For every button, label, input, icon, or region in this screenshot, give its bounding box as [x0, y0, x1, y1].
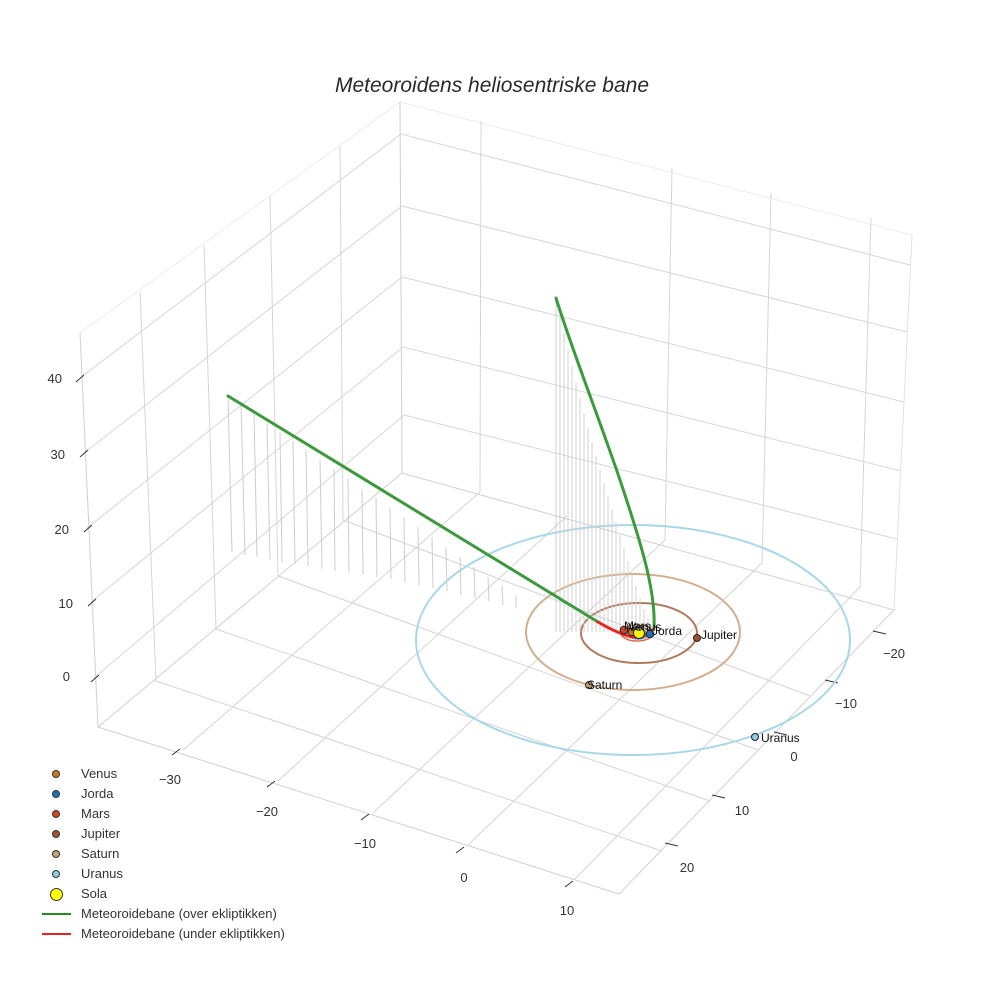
- venus-legend-icon: [52, 770, 60, 778]
- legend-item-trajectory-above[interactable]: Meteoroidebane (over ekliptikken): [36, 904, 285, 924]
- svg-text:0: 0: [790, 749, 797, 764]
- green-line-legend-icon: [42, 913, 71, 915]
- back-wall-right: [399, 101, 913, 611]
- z-axis-tick-labels: 0 10 20 30 40: [48, 371, 73, 684]
- saturn-legend-icon: [52, 850, 60, 858]
- drop-lines-segment-1: [227, 395, 517, 608]
- legend-item-uranus[interactable]: Uranus: [36, 864, 285, 884]
- earth-label: Jorda: [652, 624, 682, 638]
- trajectory-above-ecliptic-outgoing: [554, 296, 656, 630]
- jupiter-marker[interactable]: [693, 634, 701, 642]
- legend-item-sola[interactable]: Sola: [36, 884, 285, 904]
- orbits: [415, 524, 851, 756]
- uranus-label: Uranus: [761, 731, 800, 745]
- uranus-orbit: [415, 524, 851, 756]
- uranus-legend-icon: [52, 870, 60, 878]
- jupiter-label: Jupiter: [701, 628, 737, 642]
- svg-text:−30: −30: [159, 772, 181, 787]
- svg-text:40: 40: [48, 371, 62, 386]
- back-wall-left: [79, 101, 405, 728]
- legend-item-venus[interactable]: Venus: [36, 764, 285, 784]
- drop-lines-segment-2: [555, 298, 649, 632]
- sun-legend-icon: [50, 888, 63, 901]
- floor-grid: [96, 472, 895, 895]
- red-line-legend-icon: [42, 933, 71, 935]
- y-axis-tick-labels: 20 10 0 −10 −20: [680, 646, 905, 875]
- svg-text:−20: −20: [883, 646, 905, 661]
- jupiter-legend-icon: [52, 830, 60, 838]
- svg-text:30: 30: [51, 447, 65, 462]
- trajectory-above-ecliptic-incoming: [226, 394, 600, 624]
- svg-text:−20: −20: [256, 804, 278, 819]
- svg-text:10: 10: [735, 803, 749, 818]
- sun-marker[interactable]: [633, 627, 645, 639]
- svg-text:10: 10: [560, 903, 574, 918]
- svg-text:0: 0: [460, 870, 467, 885]
- mars-marker[interactable]: [619, 625, 629, 635]
- chart-title: Meteoroidens heliosentriske bane: [334, 74, 650, 97]
- mars-legend-icon: [52, 810, 60, 818]
- earth-legend-icon: [52, 790, 60, 798]
- svg-text:20: 20: [55, 522, 69, 537]
- x-axis-tick-labels: −30 −20 −10 0 10: [159, 772, 574, 918]
- legend-item-jupiter[interactable]: Jupiter: [36, 824, 285, 844]
- legend-item-trajectory-below[interactable]: Meteoroidebane (under ekliptikken): [36, 924, 285, 944]
- legend-item-jorda[interactable]: Jorda: [36, 784, 285, 804]
- svg-text:10: 10: [59, 596, 73, 611]
- planet-labels: Mars Venus Jorda Jupiter Saturn Uranus: [587, 619, 800, 745]
- saturn-orbit: [525, 573, 741, 691]
- saturn-marker[interactable]: [585, 681, 593, 689]
- venus-label: Venus: [628, 620, 661, 634]
- legend: Venus Jorda Mars Jupiter Saturn Uranus S…: [36, 764, 285, 944]
- svg-text:20: 20: [680, 860, 694, 875]
- uranus-marker[interactable]: [751, 733, 759, 741]
- svg-text:−10: −10: [835, 696, 857, 711]
- saturn-label: Saturn: [587, 678, 622, 692]
- x-axis-ticks: [171, 748, 574, 888]
- legend-item-mars[interactable]: Mars: [36, 804, 285, 824]
- legend-item-saturn[interactable]: Saturn: [36, 844, 285, 864]
- mars-label: Mars: [624, 619, 651, 633]
- svg-text:−10: −10: [354, 836, 376, 851]
- svg-text:0: 0: [63, 669, 70, 684]
- earth-marker[interactable]: [645, 629, 655, 639]
- bodies: [585, 625, 759, 741]
- z-axis-ticks: [75, 374, 100, 683]
- jupiter-orbit: [580, 602, 698, 664]
